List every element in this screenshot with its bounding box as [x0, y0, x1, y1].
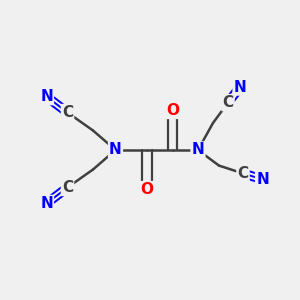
Text: C: C: [237, 166, 249, 181]
Text: C: C: [62, 180, 73, 195]
Text: N: N: [234, 80, 246, 94]
Text: N: N: [40, 196, 53, 211]
Text: N: N: [256, 172, 269, 187]
Text: O: O: [140, 182, 154, 197]
Text: C: C: [62, 105, 73, 120]
Text: N: N: [109, 142, 122, 158]
Text: C: C: [222, 95, 234, 110]
Text: N: N: [40, 89, 53, 104]
Text: N: N: [192, 142, 204, 158]
Text: O: O: [166, 103, 179, 118]
